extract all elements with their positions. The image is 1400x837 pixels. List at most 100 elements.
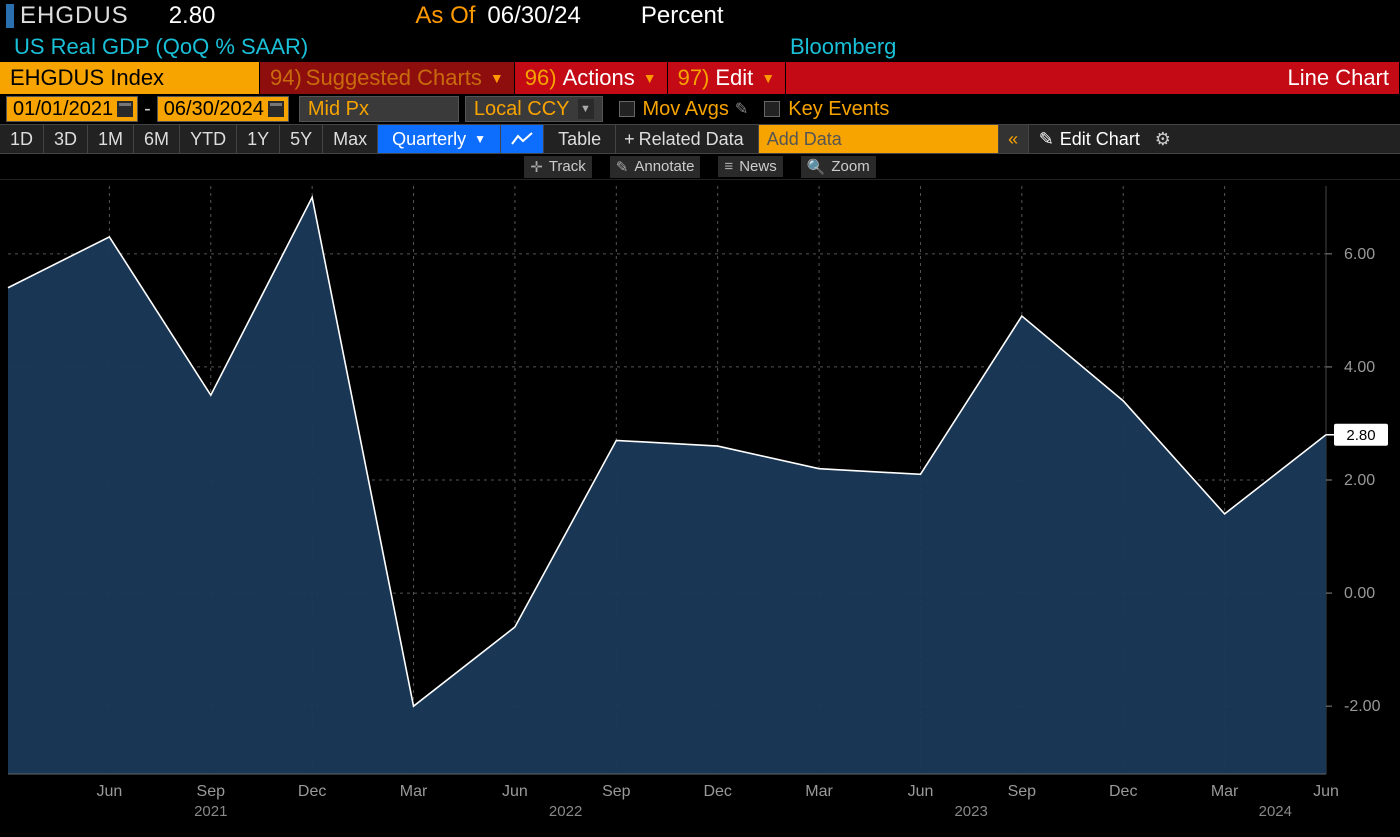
table-tab[interactable]: Table (544, 125, 616, 153)
options-row: 01/01/2021 - 06/30/2024 Mid Px Local CCY… (0, 94, 1400, 124)
edit-chart-button[interactable]: ✎ Edit Chart (1029, 125, 1150, 153)
date-from-text: 01/01/2021 (13, 98, 113, 121)
tab-row: 1D3D1M6MYTD1Y5YMax Quarterly ▼ Table + R… (0, 124, 1400, 154)
chart-area[interactable]: -2.000.002.004.006.002.80JunSepDecMarJun… (0, 180, 1400, 837)
svg-text:4.00: 4.00 (1344, 359, 1375, 376)
actions-button[interactable]: 96) Actions ▼ (515, 62, 668, 94)
svg-text:Mar: Mar (805, 783, 833, 800)
svg-text:Sep: Sep (602, 783, 631, 800)
dropdown-icon: ▼ (643, 70, 657, 86)
zoom-button[interactable]: 🔍Zoom (801, 156, 876, 178)
dropdown-icon: ▼ (761, 70, 775, 86)
key-events-checkbox[interactable] (764, 101, 780, 117)
currency-select[interactable]: Local CCY ▼ (465, 96, 603, 122)
related-data-button[interactable]: + Related Data (616, 125, 759, 153)
track-label: Track (549, 158, 586, 175)
period-tab-5y[interactable]: 5Y (280, 125, 323, 153)
svg-text:2.00: 2.00 (1344, 472, 1375, 489)
fn-text: Suggested Charts (306, 65, 482, 91)
security-input-text: EHGDUS Index (10, 65, 164, 91)
dropdown-icon: ▼ (474, 132, 486, 146)
annotate-button[interactable]: ✎ Annotate (610, 156, 701, 178)
period-tab-1y[interactable]: 1Y (237, 125, 280, 153)
svg-text:Jun: Jun (502, 783, 528, 800)
mov-avgs-checkbox[interactable] (619, 101, 635, 117)
svg-text:6.00: 6.00 (1344, 246, 1375, 263)
svg-text:Dec: Dec (703, 783, 731, 800)
command-bar: EHGDUS Index 94) Suggested Charts ▼ 96) … (0, 62, 1400, 94)
chevron-left-icon: « (1008, 129, 1018, 150)
security-input[interactable]: EHGDUS Index (0, 62, 260, 94)
fn-number: 94) (270, 65, 302, 91)
frequency-text: Quarterly (392, 129, 466, 150)
svg-text:Mar: Mar (400, 783, 428, 800)
period-tab-3d[interactable]: 3D (44, 125, 88, 153)
period-tab-max[interactable]: Max (323, 125, 378, 153)
pencil-icon[interactable]: ✎ (735, 99, 748, 119)
fn-number: 96) (525, 65, 557, 91)
calendar-icon[interactable] (268, 101, 284, 117)
plus-icon: + (624, 129, 635, 150)
edit-chart-text: Edit Chart (1060, 129, 1140, 150)
svg-text:2021: 2021 (194, 803, 227, 820)
annotate-label: Annotate (634, 158, 694, 175)
svg-text:2023: 2023 (954, 803, 987, 820)
price-field-text: Mid Px (308, 98, 369, 121)
series-description: US Real GDP (QoQ % SAAR) (14, 34, 308, 60)
settings-button[interactable]: ⚙ (1150, 125, 1176, 153)
svg-text:Jun: Jun (1313, 783, 1339, 800)
mov-avgs-label: Mov Avgs (643, 98, 729, 121)
date-range-dash: - (144, 98, 151, 121)
table-tab-text: Table (558, 129, 601, 150)
svg-text:2024: 2024 (1259, 803, 1292, 820)
news-button[interactable]: ≡News (718, 156, 782, 177)
asof-date: 06/30/24 (487, 2, 580, 30)
add-data-input[interactable]: Add Data (759, 125, 999, 153)
chart-style-button[interactable] (501, 125, 544, 153)
pencil-icon: ✎ (1039, 129, 1054, 150)
chart-svg: -2.000.002.004.006.002.80JunSepDecMarJun… (0, 180, 1400, 837)
svg-text:2.80: 2.80 (1346, 427, 1375, 444)
data-source: Bloomberg (790, 34, 896, 60)
svg-text:Sep: Sep (197, 783, 226, 800)
related-data-text: Related Data (639, 129, 744, 150)
collapse-button[interactable]: « (999, 125, 1029, 153)
edit-button[interactable]: 97) Edit ▼ (668, 62, 787, 94)
svg-text:Dec: Dec (1109, 783, 1137, 800)
news-label: News (739, 158, 777, 175)
dropdown-icon: ▼ (490, 70, 504, 86)
ticker-color-marker (6, 4, 14, 28)
pencil-icon: ✎ (616, 158, 629, 176)
chart-type-label: Line Chart (786, 62, 1400, 94)
period-tab-ytd[interactable]: YTD (180, 125, 237, 153)
svg-text:0.00: 0.00 (1344, 585, 1375, 602)
ticker-row: EHGDUS 2.80 As Of 06/30/24 Percent (0, 0, 1400, 32)
gear-icon: ⚙ (1155, 129, 1171, 150)
magnifier-icon: 🔍 (807, 158, 826, 176)
asof-label: As Of (415, 2, 475, 30)
svg-text:2022: 2022 (549, 803, 582, 820)
period-tab-1d[interactable]: 1D (0, 125, 44, 153)
period-tab-1m[interactable]: 1M (88, 125, 134, 153)
suggested-charts-button[interactable]: 94) Suggested Charts ▼ (260, 62, 515, 94)
ticker-symbol: EHGDUS (20, 2, 129, 30)
key-events-label: Key Events (788, 98, 889, 121)
subtitle-row: US Real GDP (QoQ % SAAR) Bloomberg (0, 32, 1400, 62)
line-chart-icon (511, 131, 533, 147)
date-to-input[interactable]: 06/30/2024 (157, 96, 289, 122)
fn-text: Actions (563, 65, 635, 91)
date-from-input[interactable]: 01/01/2021 (6, 96, 138, 122)
crosshair-icon: ✛ (530, 158, 543, 176)
svg-text:Mar: Mar (1211, 783, 1239, 800)
period-tab-6m[interactable]: 6M (134, 125, 180, 153)
asof-unit: Percent (641, 2, 724, 30)
chart-mini-toolbar: ✛ Track ✎ Annotate ≡News 🔍Zoom (0, 154, 1400, 180)
calendar-icon[interactable] (117, 101, 133, 117)
track-button[interactable]: ✛ Track (524, 156, 592, 178)
ticker-value: 2.80 (169, 2, 216, 30)
price-field-select[interactable]: Mid Px (299, 96, 459, 122)
chart-type-text: Line Chart (1287, 65, 1389, 91)
svg-text:Sep: Sep (1008, 783, 1037, 800)
svg-text:Jun: Jun (96, 783, 122, 800)
frequency-select[interactable]: Quarterly ▼ (378, 125, 501, 153)
